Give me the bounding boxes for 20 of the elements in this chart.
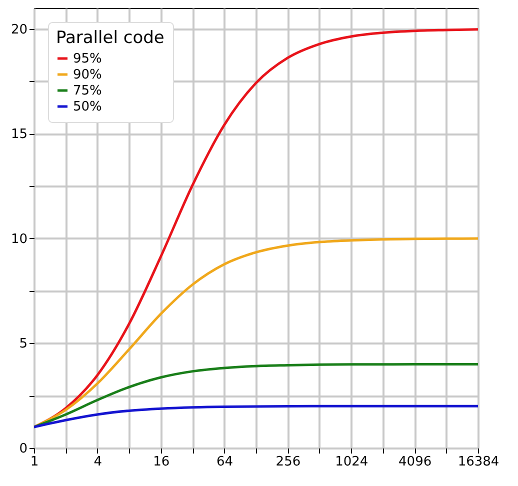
x-tick-label: 1024	[335, 454, 368, 470]
x-tick-label: 64	[216, 454, 234, 470]
x-tick-label: 4	[94, 454, 102, 470]
legend-label: 75%	[73, 84, 102, 98]
legend-label: 90%	[73, 68, 102, 82]
y-tick-label: 5	[19, 336, 28, 352]
x-tick-label: 16384	[458, 454, 500, 470]
legend-label: 95%	[73, 52, 102, 66]
x-tick-label: 4096	[398, 454, 432, 470]
y-tick-label: 10	[10, 232, 28, 247]
legend-label: 50%	[73, 100, 102, 114]
line-series	[34, 362, 478, 428]
legend-title: Parallel code	[56, 28, 164, 48]
y-tick-label: 20	[10, 22, 28, 38]
x-tick-label: 256	[276, 454, 301, 470]
line-series	[34, 404, 478, 428]
x-tick-label: 1	[30, 454, 39, 470]
y-tick-label: 0	[19, 442, 28, 456]
x-tick-label: 16	[153, 454, 170, 470]
y-tick-label: 15	[10, 127, 28, 142]
